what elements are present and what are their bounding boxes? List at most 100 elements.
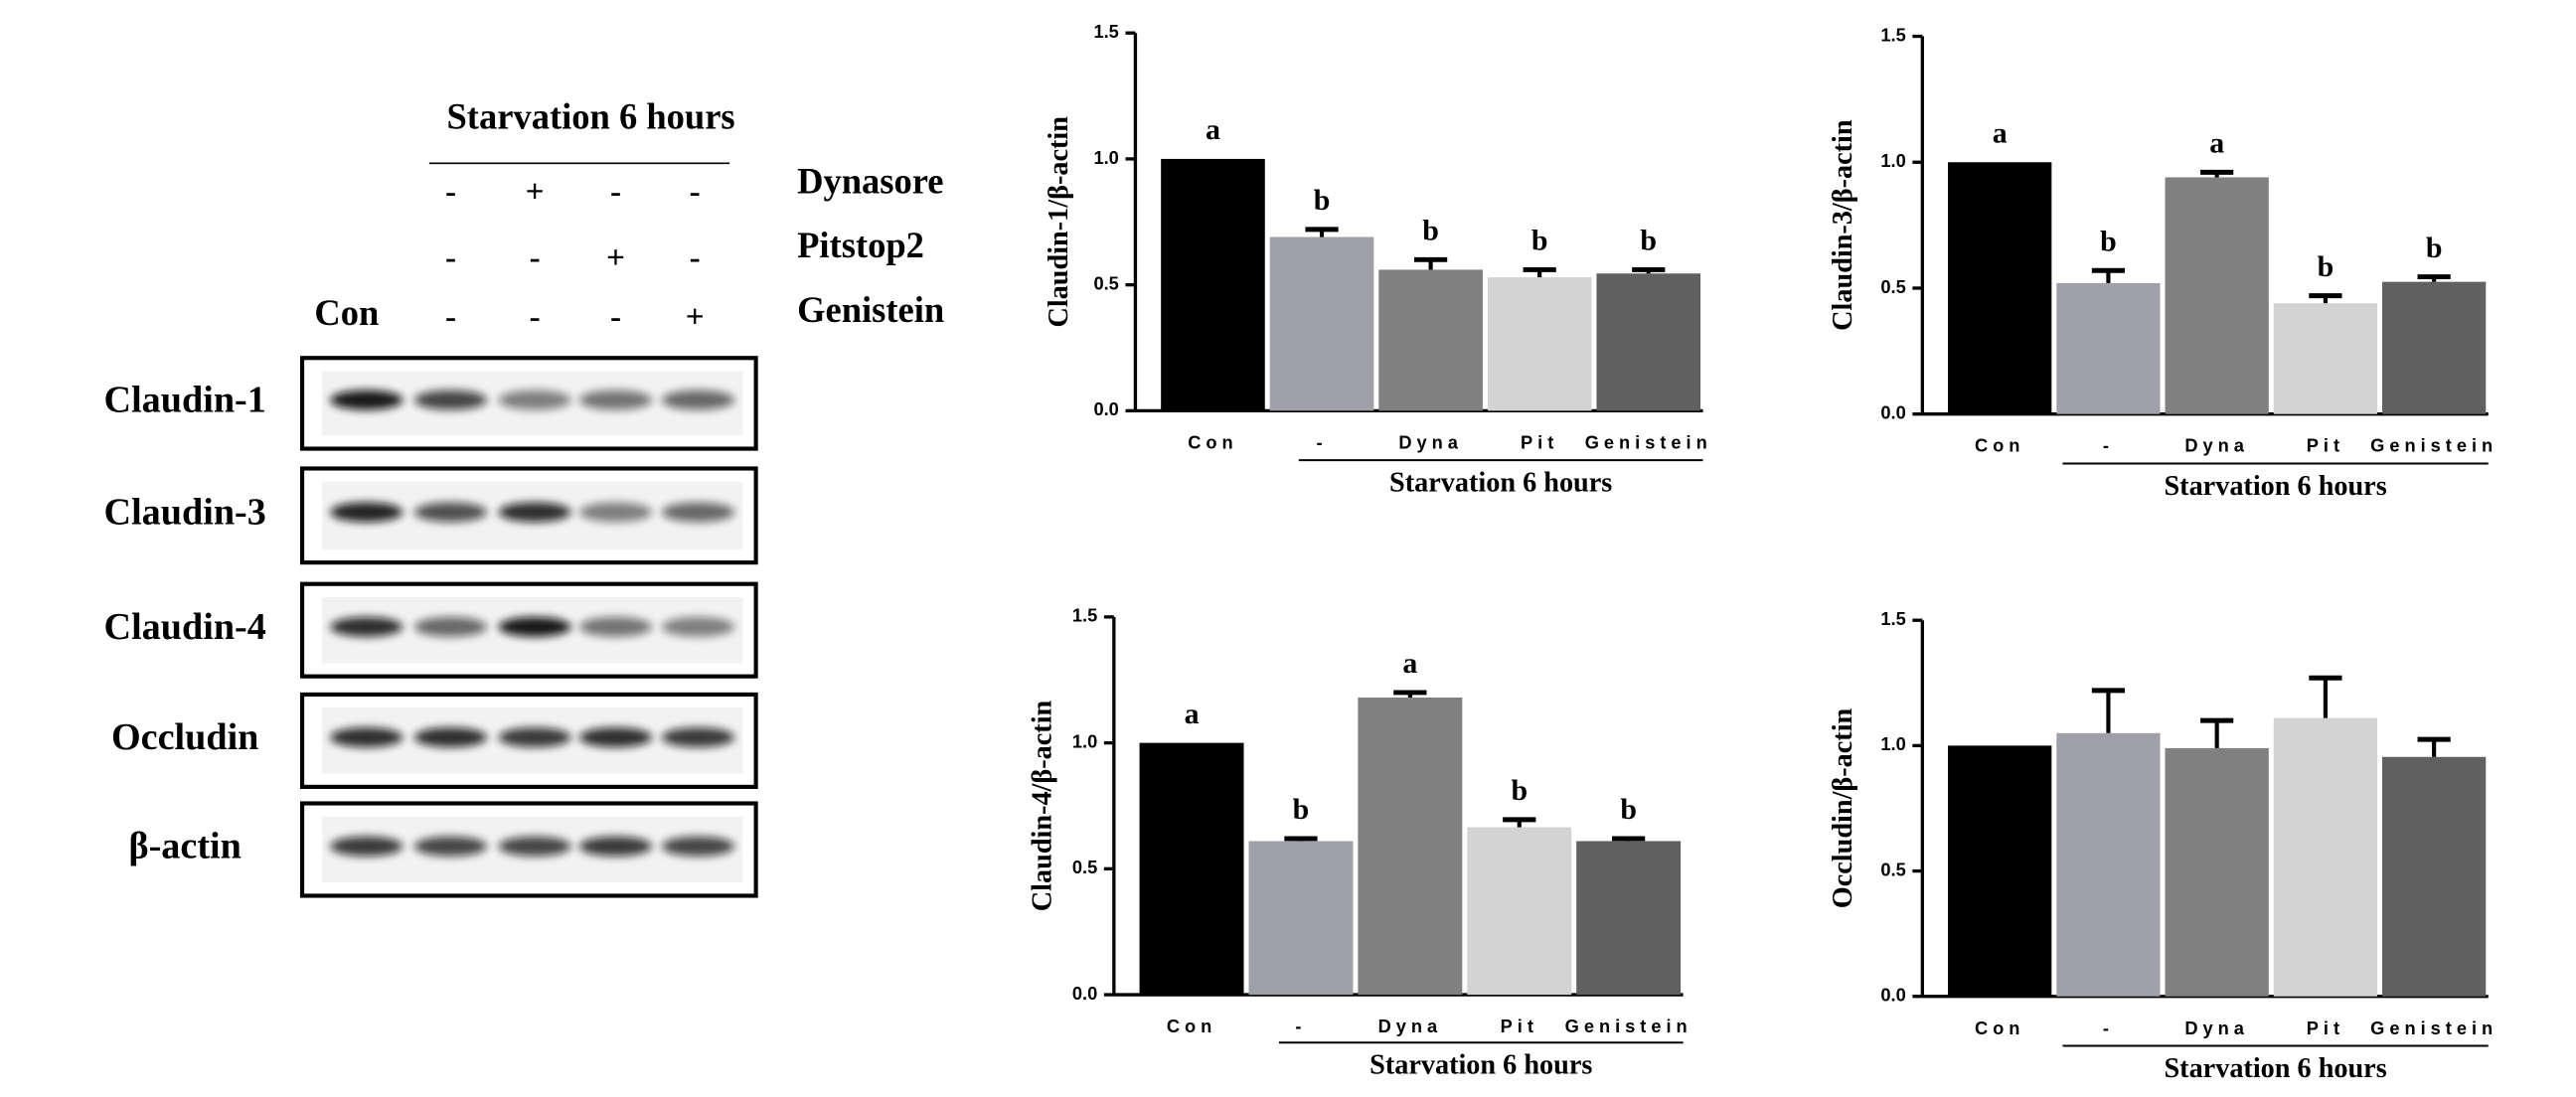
bar bbox=[2056, 733, 2160, 997]
bar bbox=[2274, 303, 2377, 414]
blot-band bbox=[499, 391, 571, 410]
y-axis-label: Claudin-4/β-actin bbox=[1028, 700, 1058, 911]
con-label: Con bbox=[314, 292, 379, 333]
bar bbox=[1576, 841, 1681, 995]
blot-band bbox=[499, 727, 571, 747]
x-tick-label: Genistein bbox=[2370, 1018, 2497, 1038]
x-tick-label: Genistein bbox=[1585, 431, 1712, 452]
y-tick-label: 1.5 bbox=[1093, 21, 1118, 42]
x-tick-label: Con bbox=[1188, 431, 1237, 452]
group-label: Starvation 6 hours bbox=[1389, 468, 1612, 499]
bar bbox=[1467, 828, 1571, 996]
bar bbox=[1488, 277, 1592, 410]
group-label: Starvation 6 hours bbox=[2164, 471, 2386, 502]
treatment-sign: - bbox=[690, 174, 701, 211]
blot-band bbox=[414, 837, 487, 857]
treatment-sign: - bbox=[610, 174, 621, 211]
y-tick-label: 0.5 bbox=[1880, 276, 1905, 297]
blot-band bbox=[330, 617, 402, 637]
bar bbox=[1948, 745, 2051, 996]
blot-band bbox=[330, 391, 402, 410]
y-tick-label: 1.0 bbox=[1093, 147, 1118, 168]
treatment-sign: - bbox=[530, 239, 541, 276]
protein-label: Occludin bbox=[111, 716, 258, 758]
bar bbox=[1378, 269, 1483, 410]
blot-band bbox=[579, 727, 652, 747]
y-tick-label: 1.5 bbox=[1880, 608, 1905, 629]
significance-letter: a bbox=[1206, 113, 1220, 146]
significance-letter: a bbox=[1402, 647, 1417, 680]
treatment-sign: + bbox=[526, 174, 545, 211]
y-tick-label: 0.0 bbox=[1072, 983, 1097, 1004]
blot-band bbox=[330, 837, 402, 857]
bar bbox=[1948, 162, 2051, 413]
protein-label: Claudin-1 bbox=[104, 380, 266, 421]
significance-letter: a bbox=[2209, 127, 2224, 160]
significance-letter: a bbox=[1993, 117, 2008, 150]
y-tick-label: 0.0 bbox=[1093, 398, 1118, 419]
bar bbox=[1140, 743, 1244, 995]
bar bbox=[1270, 236, 1374, 410]
significance-letter: b bbox=[1531, 225, 1548, 257]
blot-band bbox=[579, 837, 652, 857]
bar bbox=[2166, 177, 2269, 413]
blot-header: Starvation 6 hours bbox=[447, 96, 735, 137]
x-tick-label: - bbox=[1295, 1016, 1306, 1036]
blot-band bbox=[579, 503, 652, 523]
treatment-label: Pitstop2 bbox=[797, 225, 924, 265]
y-tick-label: 1.0 bbox=[1880, 733, 1905, 754]
treatment-sign: + bbox=[606, 239, 625, 276]
significance-letter: b bbox=[2100, 226, 2117, 258]
group-label: Starvation 6 hours bbox=[1369, 1050, 1592, 1081]
bar bbox=[1248, 841, 1353, 995]
significance-letter: b bbox=[1293, 793, 1310, 826]
y-axis-label: Claudin-3/β-actin bbox=[1828, 119, 1858, 331]
blot-band bbox=[330, 727, 402, 747]
y-tick-label: 0.0 bbox=[1880, 985, 1905, 1006]
blot-band bbox=[579, 391, 652, 410]
blot-band bbox=[414, 727, 487, 747]
treatment-sign: + bbox=[686, 299, 705, 336]
blot-band bbox=[662, 391, 734, 410]
x-tick-label: Pit bbox=[1501, 1016, 1538, 1036]
bar bbox=[1596, 273, 1700, 410]
y-tick-label: 1.0 bbox=[1072, 730, 1097, 751]
y-tick-label: 1.0 bbox=[1880, 150, 1905, 171]
blot-band bbox=[579, 617, 652, 637]
page: {"blot": {"header": "Starvation 6 hours"… bbox=[0, 0, 2576, 1097]
treatment-sign: - bbox=[530, 299, 541, 336]
x-tick-label: Dyna bbox=[2184, 1018, 2249, 1038]
significance-letter: a bbox=[1185, 698, 1200, 730]
x-tick-label: Pit bbox=[1521, 431, 1558, 452]
bar bbox=[1358, 698, 1462, 995]
blot-band bbox=[414, 503, 487, 523]
blot-band bbox=[662, 727, 734, 747]
figure: Starvation 6 hoursDynasore-+--Pitstop2--… bbox=[0, 0, 2576, 1097]
blot-band bbox=[414, 617, 487, 637]
treatment-label: Genistein bbox=[797, 289, 944, 330]
blot-band bbox=[662, 617, 734, 637]
treatment-sign: - bbox=[445, 239, 456, 276]
x-tick-label: Con bbox=[1167, 1016, 1216, 1036]
bar bbox=[2382, 282, 2486, 414]
x-tick-label: - bbox=[1317, 431, 1328, 452]
y-tick-label: 1.5 bbox=[1880, 24, 1905, 45]
blot-band bbox=[330, 503, 402, 523]
protein-label: Claudin-3 bbox=[104, 492, 266, 534]
blot-band bbox=[414, 391, 487, 410]
x-tick-label: - bbox=[2103, 435, 2114, 456]
x-tick-label: Dyna bbox=[2184, 435, 2249, 456]
blot-band bbox=[499, 503, 571, 523]
y-tick-label: 0.5 bbox=[1093, 272, 1118, 293]
x-tick-label: Con bbox=[1975, 1018, 2024, 1038]
x-tick-label: Dyna bbox=[1398, 431, 1463, 452]
significance-letter: b bbox=[1640, 225, 1657, 257]
protein-label: Claudin-4 bbox=[104, 606, 266, 648]
x-tick-label: Pit bbox=[2307, 435, 2344, 456]
blot-band bbox=[499, 837, 571, 857]
bar bbox=[2274, 718, 2377, 997]
significance-letter: b bbox=[1511, 774, 1528, 807]
significance-letter: b bbox=[1422, 215, 1439, 247]
blot-band bbox=[662, 837, 734, 857]
group-label: Starvation 6 hours bbox=[2164, 1053, 2386, 1084]
